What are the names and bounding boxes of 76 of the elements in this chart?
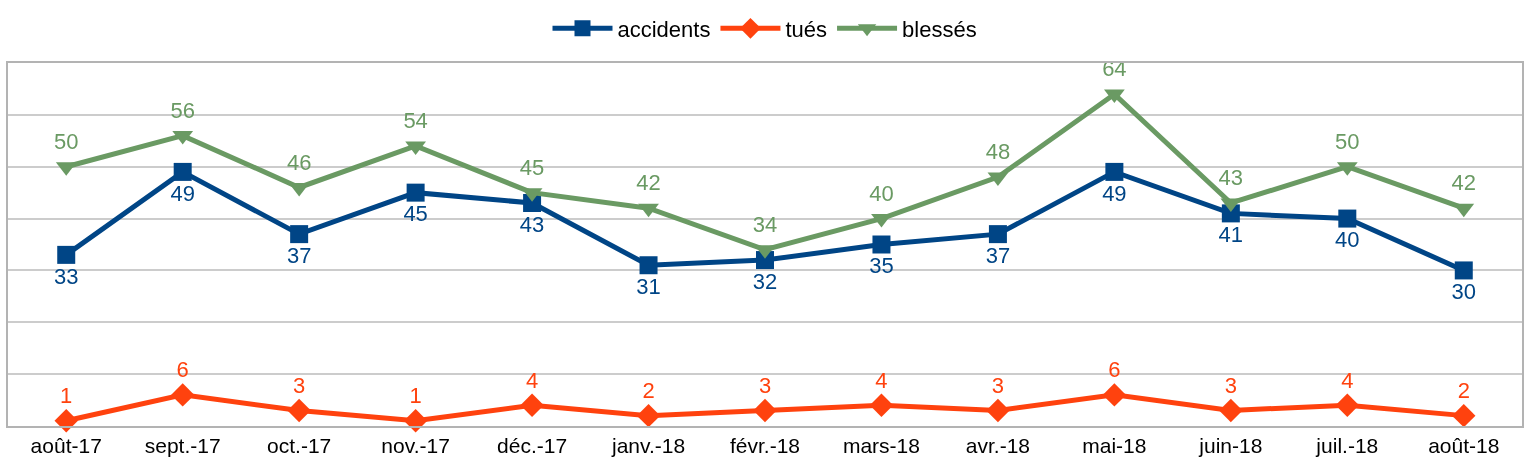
- data-label: 37: [985, 242, 1011, 268]
- data-label: 49: [170, 180, 195, 206]
- point: [872, 235, 891, 254]
- data-label: 6: [1108, 357, 1121, 383]
- legend-label: tués: [785, 16, 828, 42]
- x-tick-label: mars-18: [842, 434, 920, 458]
- data-label: 50: [53, 128, 79, 154]
- x-tick-label: févr.-18: [729, 434, 801, 458]
- point: [869, 393, 894, 417]
- data-label: 32: [752, 268, 778, 294]
- data-label: 37: [286, 242, 312, 268]
- data-label: 50: [1335, 128, 1360, 154]
- point: [1452, 403, 1476, 428]
- data-label: 46: [286, 149, 312, 175]
- point: [639, 256, 658, 275]
- data-label: 43: [1218, 165, 1244, 191]
- x-tick-label: janv.-18: [610, 434, 686, 458]
- x-tick-label: avr.-18: [965, 434, 1031, 458]
- data-label: 3: [293, 372, 306, 398]
- data-label: 56: [170, 97, 195, 123]
- data-label: 1: [60, 383, 73, 409]
- data-label: 2: [1457, 377, 1470, 403]
- point: [287, 398, 311, 423]
- data-label: 6: [176, 357, 189, 383]
- x-tick-label: août-17: [30, 434, 102, 458]
- data-label: 4: [525, 367, 539, 393]
- point: [1338, 209, 1357, 228]
- data-label: 49: [1102, 180, 1127, 206]
- point: [1454, 261, 1473, 280]
- point: [988, 225, 1007, 244]
- x-tick-label: sept.-17: [144, 434, 221, 458]
- data-label: 2: [642, 377, 655, 403]
- data-label: 42: [1451, 170, 1477, 196]
- data-label: 45: [403, 201, 428, 227]
- data-label: 1: [409, 383, 422, 409]
- x-tick-label: nov.-17: [381, 434, 450, 458]
- data-label: 4: [1341, 367, 1354, 393]
- data-label: 48: [985, 139, 1011, 165]
- point: [403, 409, 428, 433]
- x-tick-label: juin-18: [1198, 434, 1263, 458]
- data-label: 31: [636, 273, 661, 299]
- data-label: 45: [519, 154, 545, 180]
- data-label: 42: [636, 170, 661, 196]
- data-label: 33: [53, 263, 79, 289]
- point: [986, 398, 1010, 423]
- x-tick-label: déc.-17: [497, 434, 568, 458]
- data-label: 3: [1224, 372, 1237, 398]
- point: [290, 225, 309, 244]
- data-label: 43: [519, 211, 545, 237]
- data-label: 3: [758, 372, 772, 398]
- point: [636, 403, 661, 428]
- data-label: 34: [752, 211, 778, 237]
- data-label: 3: [991, 372, 1005, 398]
- point: [406, 183, 425, 202]
- data-label: 54: [403, 108, 428, 134]
- point: [753, 398, 777, 423]
- x-tick-label: mai-18: [1082, 434, 1147, 458]
- x-tick-label: juil.-18: [1315, 434, 1379, 458]
- x-tick-label: août-18: [1428, 434, 1500, 458]
- point: [170, 383, 195, 407]
- data-label: 40: [869, 180, 894, 206]
- point: [1335, 393, 1360, 417]
- data-label: 40: [1335, 227, 1360, 253]
- point: [57, 245, 76, 264]
- point: [1102, 383, 1127, 407]
- point: [1219, 398, 1243, 423]
- point: [520, 393, 544, 417]
- data-label: 41: [1218, 222, 1244, 248]
- data-label: 35: [869, 253, 894, 279]
- point: [54, 409, 78, 433]
- legend-label: accidents: [617, 16, 711, 42]
- data-label: 4: [875, 367, 888, 393]
- x-tick-label: oct.-17: [267, 434, 332, 458]
- data-label: 30: [1451, 279, 1477, 305]
- legend-label: blessés: [902, 16, 977, 42]
- point: [638, 203, 659, 218]
